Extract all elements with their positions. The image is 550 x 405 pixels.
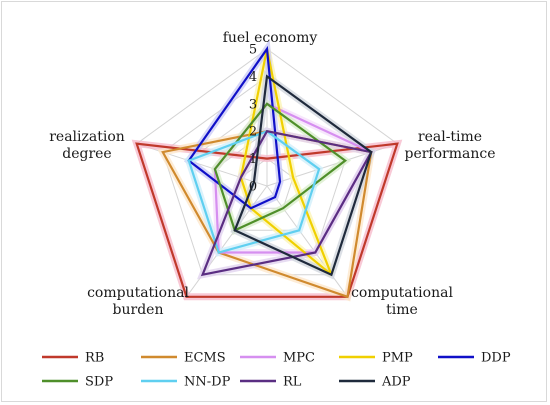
series-line-rl xyxy=(200,129,373,277)
legend-item-adp: ADP xyxy=(339,375,411,390)
legend-item-ddp: DDP xyxy=(438,351,511,366)
legend-item-sdp: SDP xyxy=(42,375,113,390)
tick-label-2: 2 xyxy=(249,125,257,140)
series-line-adp xyxy=(233,74,373,277)
axis-labels: fuel economy real-time performance computat… xyxy=(49,30,495,318)
tick-label-3: 3 xyxy=(249,97,257,112)
legend-label-rl: RL xyxy=(283,375,302,390)
legend-item-mpc: MPC xyxy=(240,351,315,366)
legend-label-ddp: DDP xyxy=(481,351,511,366)
legend-label-sdp: SDP xyxy=(85,375,113,390)
series-layer xyxy=(135,45,399,299)
legend-item-rl: RL xyxy=(240,375,302,390)
legend-item-pmp: PMP xyxy=(339,351,413,366)
grid-spoke-3 xyxy=(266,185,348,298)
axis-label-1: fuel economy xyxy=(223,30,318,46)
legend-label-mpc: MPC xyxy=(283,351,315,366)
legend-item-ecms: ECMS xyxy=(141,351,226,366)
series-line-rb xyxy=(135,142,399,298)
legend-label-adp: ADP xyxy=(381,375,411,390)
axis-label-5: realization degree xyxy=(49,129,125,162)
series-line-sdp xyxy=(213,102,348,232)
axis-label-4: computational burden xyxy=(87,285,189,318)
series-line-pmp xyxy=(239,48,333,276)
legend-label-rb: RB xyxy=(85,351,104,366)
radial-tick-labels: 0 1 2 3 4 5 xyxy=(249,43,257,195)
legend-item-rb: RB xyxy=(42,351,104,366)
legend-label-ecms: ECMS xyxy=(184,351,226,366)
series-line-ddp xyxy=(187,45,282,210)
tick-label-5: 5 xyxy=(249,43,257,58)
tick-label-0: 0 xyxy=(249,180,257,195)
tick-label-1: 1 xyxy=(249,152,257,167)
legend-label-nn-dp: NN-DP xyxy=(184,375,231,390)
tick-label-4: 4 xyxy=(249,70,257,85)
axis-label-2: real-time performance xyxy=(404,129,495,162)
legend-label-pmp: PMP xyxy=(382,351,413,366)
legend-item-nn-dp: NN-DP xyxy=(141,375,231,390)
axis-label-3: computational time xyxy=(351,285,453,318)
legend: RB ECMS MPC PMP DDP SDP NN-DP RL ADP xyxy=(42,351,511,390)
